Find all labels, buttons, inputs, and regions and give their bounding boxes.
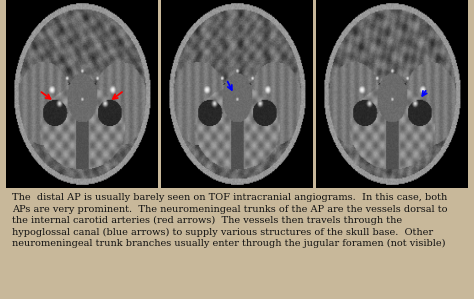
Text: The  distal AP is usually barely seen on TOF intracranial angiograms.  In this c: The distal AP is usually barely seen on … <box>12 193 447 248</box>
